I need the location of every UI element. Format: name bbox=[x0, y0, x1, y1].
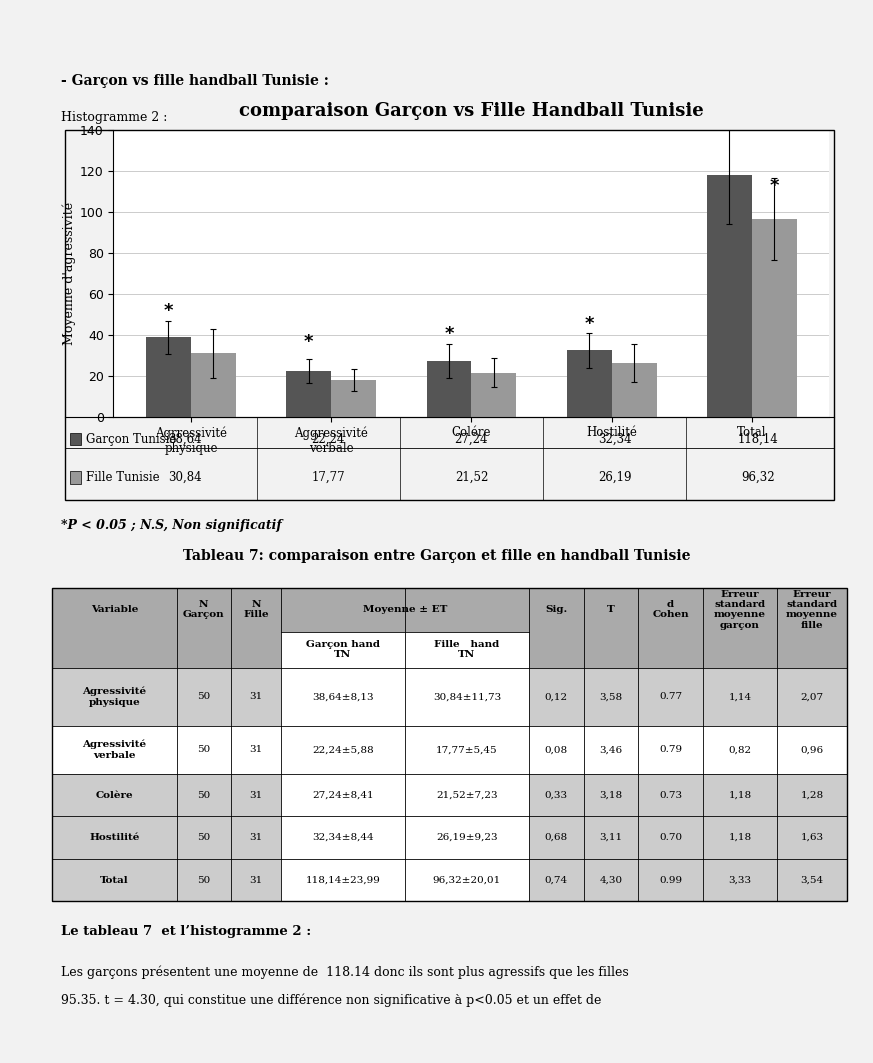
Text: 3,33: 3,33 bbox=[728, 876, 752, 884]
Text: 50: 50 bbox=[197, 833, 210, 842]
Text: 50: 50 bbox=[197, 692, 210, 702]
Text: 3,54: 3,54 bbox=[801, 876, 823, 884]
Bar bbox=[567, 351, 612, 417]
Bar bbox=[427, 360, 471, 417]
Text: 0.70: 0.70 bbox=[659, 833, 682, 842]
Text: Colère: Colère bbox=[96, 791, 134, 799]
Text: 3,46: 3,46 bbox=[600, 745, 622, 755]
Text: Erreur
standard
moyenne
garçon: Erreur standard moyenne garçon bbox=[714, 590, 766, 630]
Text: *P < 0.05 ; N.S, Non significatif: *P < 0.05 ; N.S, Non significatif bbox=[61, 519, 282, 532]
Bar bbox=[286, 371, 331, 417]
Bar bbox=[191, 354, 236, 417]
Text: 3,18: 3,18 bbox=[600, 791, 622, 799]
Text: 3,58: 3,58 bbox=[600, 692, 622, 702]
Text: Variable: Variable bbox=[91, 605, 138, 614]
Text: *: * bbox=[444, 325, 454, 343]
Text: 4,30: 4,30 bbox=[600, 876, 622, 884]
Text: Hostilité: Hostilité bbox=[89, 833, 140, 842]
Title: comparaison Garçon vs Fille Handball Tunisie: comparaison Garçon vs Fille Handball Tun… bbox=[239, 102, 704, 120]
Text: 118,14±23,99: 118,14±23,99 bbox=[306, 876, 381, 884]
Text: 96,32±20,01: 96,32±20,01 bbox=[433, 876, 501, 884]
Text: 17,77±5,45: 17,77±5,45 bbox=[436, 745, 498, 755]
Text: 27,24: 27,24 bbox=[455, 433, 488, 445]
Text: 95.35. t = 4.30, qui constitue une différence non significative à p<0.05 et un e: 95.35. t = 4.30, qui constitue une diffé… bbox=[61, 994, 601, 1008]
Text: Agressivité
verbale: Agressivité verbale bbox=[82, 740, 147, 760]
Text: Total: Total bbox=[100, 876, 128, 884]
Text: 1,18: 1,18 bbox=[728, 791, 752, 799]
Text: 30,84: 30,84 bbox=[168, 471, 202, 484]
Text: Les garçons présentent une moyenne de  118.14 donc ils sont plus agressifs que l: Les garçons présentent une moyenne de 11… bbox=[61, 965, 629, 979]
Text: 38,64±8,13: 38,64±8,13 bbox=[312, 692, 374, 702]
Text: 0,12: 0,12 bbox=[545, 692, 568, 702]
Bar bbox=[707, 174, 752, 417]
Text: Moyenne ± ET: Moyenne ± ET bbox=[362, 605, 447, 614]
Text: *: * bbox=[164, 302, 173, 320]
Text: 50: 50 bbox=[197, 745, 210, 755]
Text: *: * bbox=[770, 178, 779, 196]
Text: - Garçon vs fille handball Tunisie :: - Garçon vs fille handball Tunisie : bbox=[61, 74, 329, 88]
Text: Sig.: Sig. bbox=[546, 605, 567, 614]
Text: Le tableau 7  et l’histogramme 2 :: Le tableau 7 et l’histogramme 2 : bbox=[61, 925, 312, 938]
Text: 0,74: 0,74 bbox=[545, 876, 568, 884]
Text: 3,11: 3,11 bbox=[600, 833, 622, 842]
Text: N
Garçon: N Garçon bbox=[183, 600, 224, 620]
Text: 27,24±8,41: 27,24±8,41 bbox=[312, 791, 374, 799]
Bar bbox=[612, 362, 656, 417]
Text: 0,68: 0,68 bbox=[545, 833, 568, 842]
Text: Tableau 7: comparaison entre Garçon et fille en handball Tunisie: Tableau 7: comparaison entre Garçon et f… bbox=[182, 549, 691, 562]
Text: 0,96: 0,96 bbox=[801, 745, 823, 755]
Text: 0.73: 0.73 bbox=[659, 791, 682, 799]
Text: 0.77: 0.77 bbox=[659, 692, 682, 702]
Text: 50: 50 bbox=[197, 791, 210, 799]
Bar bbox=[752, 219, 797, 417]
Bar bbox=[146, 337, 191, 417]
Text: 31: 31 bbox=[250, 876, 263, 884]
Text: d
Cohen: d Cohen bbox=[652, 600, 689, 620]
Text: Fille   hand
TN: Fille hand TN bbox=[435, 640, 499, 659]
Text: 30,84±11,73: 30,84±11,73 bbox=[433, 692, 501, 702]
Text: 0,33: 0,33 bbox=[545, 791, 568, 799]
Text: *: * bbox=[585, 315, 594, 333]
Text: 26,19±9,23: 26,19±9,23 bbox=[436, 833, 498, 842]
Y-axis label: Moyenne d'agressivité: Moyenne d'agressivité bbox=[62, 202, 76, 344]
Text: N
Fille: N Fille bbox=[244, 600, 269, 620]
Text: Fille Tunisie: Fille Tunisie bbox=[86, 471, 159, 484]
Text: 96,32: 96,32 bbox=[741, 471, 774, 484]
Text: 31: 31 bbox=[250, 833, 263, 842]
Text: 2,07: 2,07 bbox=[801, 692, 823, 702]
Text: 0.99: 0.99 bbox=[659, 876, 682, 884]
Text: 17,77: 17,77 bbox=[312, 471, 345, 484]
Text: Erreur
standard
moyenne
fille: Erreur standard moyenne fille bbox=[786, 590, 838, 630]
Text: 32,34: 32,34 bbox=[598, 433, 631, 445]
Text: 1,63: 1,63 bbox=[801, 833, 823, 842]
Text: 31: 31 bbox=[250, 791, 263, 799]
Text: 1,18: 1,18 bbox=[728, 833, 752, 842]
Text: 1,14: 1,14 bbox=[728, 692, 752, 702]
Text: 22,24: 22,24 bbox=[312, 433, 345, 445]
Text: Garçon hand
TN: Garçon hand TN bbox=[306, 640, 380, 659]
Text: 32,34±8,44: 32,34±8,44 bbox=[312, 833, 374, 842]
Text: 31: 31 bbox=[250, 745, 263, 755]
Text: 22,24±5,88: 22,24±5,88 bbox=[312, 745, 374, 755]
Text: 50: 50 bbox=[197, 876, 210, 884]
Text: 0,08: 0,08 bbox=[545, 745, 568, 755]
Text: 0,82: 0,82 bbox=[728, 745, 752, 755]
Bar bbox=[471, 372, 516, 417]
Text: 1,28: 1,28 bbox=[801, 791, 823, 799]
Text: 0.79: 0.79 bbox=[659, 745, 682, 755]
Text: 31: 31 bbox=[250, 692, 263, 702]
Text: 21,52: 21,52 bbox=[455, 471, 488, 484]
Text: Garçon Tunisie: Garçon Tunisie bbox=[86, 433, 176, 445]
Text: Histogramme 2 :: Histogramme 2 : bbox=[61, 111, 168, 123]
Text: 21,52±7,23: 21,52±7,23 bbox=[436, 791, 498, 799]
Bar bbox=[331, 381, 376, 417]
Text: 38,64: 38,64 bbox=[168, 433, 202, 445]
Text: Agressivité
physique: Agressivité physique bbox=[82, 687, 147, 707]
Text: 118,14: 118,14 bbox=[738, 433, 778, 445]
Text: T: T bbox=[607, 605, 615, 614]
Text: 26,19: 26,19 bbox=[598, 471, 631, 484]
Text: *: * bbox=[304, 333, 313, 351]
